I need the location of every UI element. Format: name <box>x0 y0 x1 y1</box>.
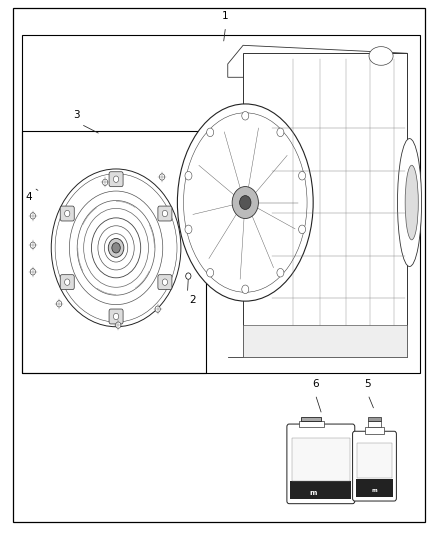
Circle shape <box>113 176 119 182</box>
Bar <box>301 417 321 421</box>
Bar <box>368 417 381 421</box>
Circle shape <box>240 196 251 209</box>
FancyBboxPatch shape <box>158 206 172 221</box>
Circle shape <box>277 269 284 277</box>
Bar <box>292 438 350 481</box>
Bar <box>357 443 392 478</box>
Ellipse shape <box>369 47 393 65</box>
Circle shape <box>242 111 249 120</box>
Text: 4: 4 <box>25 192 32 202</box>
Circle shape <box>64 211 70 217</box>
Circle shape <box>159 174 165 180</box>
Text: m: m <box>372 488 377 492</box>
Bar <box>364 427 385 434</box>
Bar <box>22 131 206 373</box>
Circle shape <box>232 187 258 219</box>
Circle shape <box>242 285 249 294</box>
Circle shape <box>277 128 284 136</box>
Circle shape <box>186 273 191 279</box>
Circle shape <box>57 301 62 307</box>
Text: m: m <box>310 490 317 496</box>
Circle shape <box>116 322 121 328</box>
Bar <box>367 421 381 427</box>
Text: 2: 2 <box>189 295 196 304</box>
Text: 5: 5 <box>364 379 371 389</box>
Circle shape <box>51 169 181 327</box>
Circle shape <box>162 279 168 285</box>
FancyBboxPatch shape <box>109 172 123 187</box>
Circle shape <box>185 172 192 180</box>
Text: 6: 6 <box>312 379 319 389</box>
Circle shape <box>207 128 214 136</box>
Text: 1: 1 <box>222 11 229 21</box>
Circle shape <box>64 279 70 285</box>
Circle shape <box>162 211 168 217</box>
Bar <box>243 325 407 357</box>
Ellipse shape <box>398 139 421 266</box>
FancyBboxPatch shape <box>158 274 172 289</box>
FancyBboxPatch shape <box>287 424 355 504</box>
FancyBboxPatch shape <box>353 431 396 501</box>
Circle shape <box>102 179 108 185</box>
Circle shape <box>112 243 120 253</box>
Circle shape <box>30 213 35 219</box>
Ellipse shape <box>405 165 418 240</box>
Circle shape <box>155 306 160 312</box>
Circle shape <box>299 172 306 180</box>
Circle shape <box>30 242 35 248</box>
FancyBboxPatch shape <box>60 206 74 221</box>
FancyBboxPatch shape <box>109 309 123 324</box>
Circle shape <box>30 269 35 275</box>
FancyBboxPatch shape <box>60 274 74 289</box>
Circle shape <box>108 238 124 257</box>
Bar <box>22 35 420 373</box>
Ellipse shape <box>177 104 313 301</box>
Circle shape <box>207 269 214 277</box>
Text: 3: 3 <box>73 110 80 120</box>
Polygon shape <box>228 45 407 77</box>
Circle shape <box>113 313 119 320</box>
Bar <box>243 53 407 357</box>
Bar <box>356 479 393 497</box>
Bar <box>290 481 351 499</box>
Circle shape <box>185 225 192 233</box>
Bar <box>299 421 324 427</box>
Circle shape <box>299 225 306 233</box>
